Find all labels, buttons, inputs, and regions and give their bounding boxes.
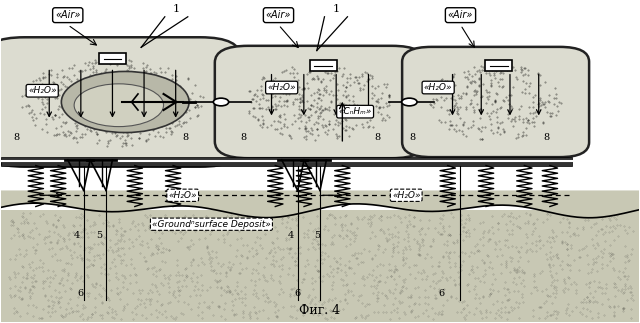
Text: 5: 5 xyxy=(97,231,103,240)
FancyBboxPatch shape xyxy=(215,46,425,158)
Text: Фиг. 4: Фиг. 4 xyxy=(300,304,340,317)
Text: 1: 1 xyxy=(332,4,340,14)
Text: 6: 6 xyxy=(77,289,84,298)
Text: «Air»: «Air» xyxy=(448,10,473,20)
FancyBboxPatch shape xyxy=(310,60,337,71)
Text: 6: 6 xyxy=(294,289,301,298)
Ellipse shape xyxy=(74,84,164,127)
Text: 8: 8 xyxy=(543,133,550,142)
Text: «H₂O»: «H₂O» xyxy=(168,191,197,200)
Circle shape xyxy=(402,98,417,106)
Text: 8: 8 xyxy=(410,133,415,142)
Text: «Air»: «Air» xyxy=(266,10,291,20)
Text: 5: 5 xyxy=(314,231,320,240)
Text: 8: 8 xyxy=(374,133,381,142)
Text: «H₂O»: «H₂O» xyxy=(392,191,420,200)
FancyBboxPatch shape xyxy=(485,60,512,71)
Text: 4: 4 xyxy=(288,231,294,240)
Bar xyxy=(1,158,572,165)
Text: «H₂O»: «H₂O» xyxy=(28,86,56,95)
Text: «H₂O»: «H₂O» xyxy=(424,83,452,92)
Text: 8: 8 xyxy=(183,133,189,142)
Circle shape xyxy=(213,98,228,106)
Text: «H₂O»: «H₂O» xyxy=(268,83,296,92)
Text: 6: 6 xyxy=(438,289,444,298)
FancyBboxPatch shape xyxy=(402,47,589,157)
FancyBboxPatch shape xyxy=(99,53,126,64)
Text: 1: 1 xyxy=(173,4,180,14)
Text: «Groundⁿsurface Deposit»: «Groundⁿsurface Deposit» xyxy=(152,220,271,229)
Text: «Air»: «Air» xyxy=(55,10,81,20)
Text: 4: 4 xyxy=(74,231,81,240)
Ellipse shape xyxy=(61,71,189,132)
Text: 8: 8 xyxy=(13,133,20,142)
Text: 8: 8 xyxy=(240,133,246,142)
FancyBboxPatch shape xyxy=(0,37,241,167)
Text: «CₙHₘ»: «CₙHₘ» xyxy=(339,107,372,116)
Bar xyxy=(1,210,639,322)
